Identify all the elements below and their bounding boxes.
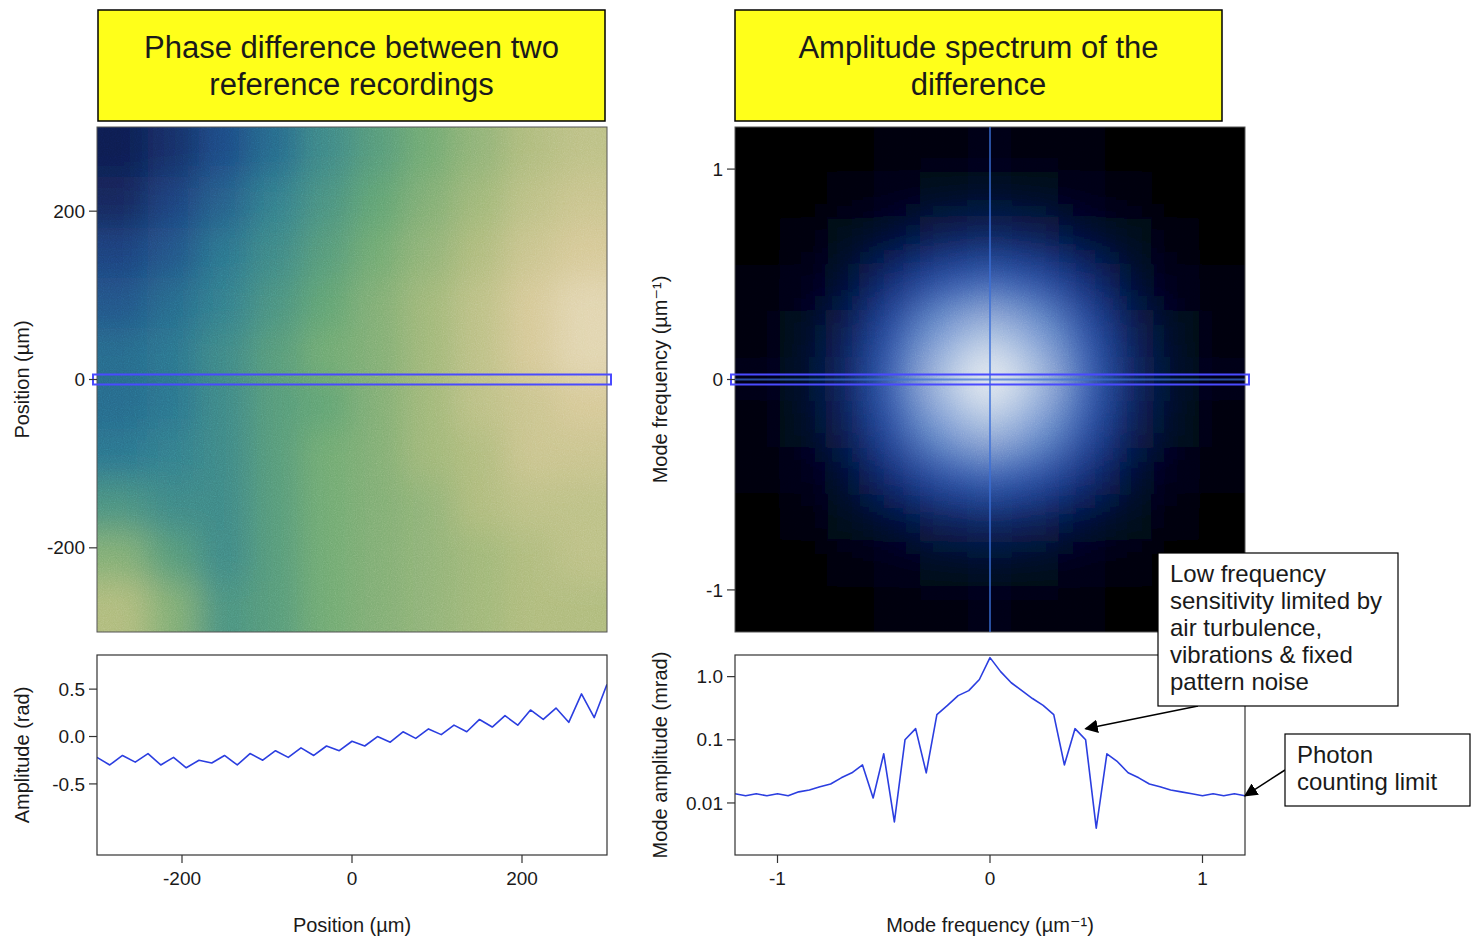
y-tick-label: 0.0 (59, 726, 85, 747)
y-tick (727, 379, 735, 380)
x-axis: -200 0 200 Position (µm) (163, 855, 538, 936)
y-tick (89, 379, 97, 380)
plot-frame (97, 655, 607, 855)
y-axis: -0.5 0.0 0.5 Amplitude (rad) (11, 679, 97, 824)
x-tick (521, 855, 522, 863)
annotation-text-line: vibrations & fixed (1170, 641, 1353, 668)
x-tick-label: 0 (985, 868, 996, 889)
annotation-text-line: air turbulence, (1170, 614, 1322, 641)
y-tick-label: -200 (47, 537, 85, 558)
y-tick (89, 736, 97, 737)
y-tick (89, 783, 97, 784)
y-axis-title: Mode frequency (µm⁻¹) (649, 276, 671, 484)
title-box (735, 10, 1222, 121)
y-tick-label: -1 (706, 580, 723, 601)
x-tick (1202, 855, 1203, 863)
panel-title-line: reference recordings (209, 67, 493, 102)
x-tick (351, 855, 352, 863)
annotation-box (1285, 734, 1470, 806)
y-tick-label: 0.5 (59, 679, 85, 700)
y-axis: -1 0 1 Mode frequency (µm⁻¹) (649, 159, 735, 601)
axis-artifact-line (735, 379, 1245, 381)
annotation-text-line: Photon (1297, 741, 1373, 768)
panel-title: Amplitude spectrum of thedifference (798, 30, 1158, 102)
y-tick (727, 589, 735, 590)
annotation-text-line: pattern noise (1170, 668, 1309, 695)
plot-frame (97, 127, 607, 632)
y-axis: 0.01 0.1 1.0 Mode amplitude (mrad) (649, 652, 735, 859)
speckle-texture (97, 127, 607, 632)
annotation-box (1158, 553, 1398, 706)
y-tick (727, 802, 735, 803)
annotation-text-line: counting limit (1297, 768, 1437, 795)
panel-title-line: difference (911, 67, 1047, 102)
annotation-text: Low frequencysensitivity limited byair t… (1170, 560, 1382, 695)
x-tick (777, 855, 778, 863)
x-axis: -1 0 1 Mode frequency (µm⁻¹) (769, 855, 1208, 936)
annotation-text-line: sensitivity limited by (1170, 587, 1382, 614)
x-tick-label: 1 (1197, 868, 1208, 889)
heatmap-cells (97, 127, 607, 632)
x-tick-label: -200 (163, 868, 201, 889)
y-tick-label: 0 (74, 369, 85, 390)
panel-title: Phase difference between tworeference re… (144, 30, 559, 102)
y-tick-label: 1 (712, 159, 723, 180)
y-tick-label: 1.0 (697, 666, 723, 687)
annotation-arrow (1245, 770, 1285, 796)
y-tick (727, 739, 735, 740)
y-axis-title: Amplitude (rad) (11, 687, 33, 824)
plot-area (97, 684, 607, 767)
annotation-arrow (1086, 706, 1198, 729)
y-tick-label: 0.1 (697, 729, 723, 750)
y-tick-label: 200 (53, 201, 85, 222)
x-tick (989, 855, 990, 863)
y-tick (727, 168, 735, 169)
y-tick-label: 0 (712, 369, 723, 390)
y-tick (89, 547, 97, 548)
y-axis-title: Position (µm) (11, 320, 33, 438)
y-tick-label: 0.01 (686, 793, 723, 814)
title-box (98, 10, 605, 121)
x-tick-label: 200 (506, 868, 538, 889)
profile-highlight (731, 375, 1249, 385)
y-tick (727, 676, 735, 677)
profile-highlight (93, 375, 611, 385)
x-tick (181, 855, 182, 863)
panel-title-line: Phase difference between two (144, 30, 559, 65)
panel-title-line: Amplitude spectrum of the (798, 30, 1158, 65)
y-axis: -200 0 200 Position (µm) (11, 201, 97, 559)
x-tick-label: 0 (347, 868, 358, 889)
x-tick-label: -1 (769, 868, 786, 889)
annotation-text-line: Low frequency (1170, 560, 1326, 587)
y-tick (89, 211, 97, 212)
y-axis-title: Mode amplitude (mrad) (649, 652, 671, 859)
figure: -200 0 200 Position (µm) Phase difference be… (0, 0, 1483, 949)
x-axis-title: Position (µm) (293, 914, 411, 936)
heatmap (97, 127, 607, 632)
line-series (97, 684, 607, 767)
annotation-text: Photoncounting limit (1297, 741, 1437, 795)
y-tick-label: -0.5 (52, 774, 85, 795)
x-axis-title: Mode frequency (µm⁻¹) (886, 914, 1094, 936)
plot-background (97, 655, 607, 855)
y-tick (89, 689, 97, 690)
